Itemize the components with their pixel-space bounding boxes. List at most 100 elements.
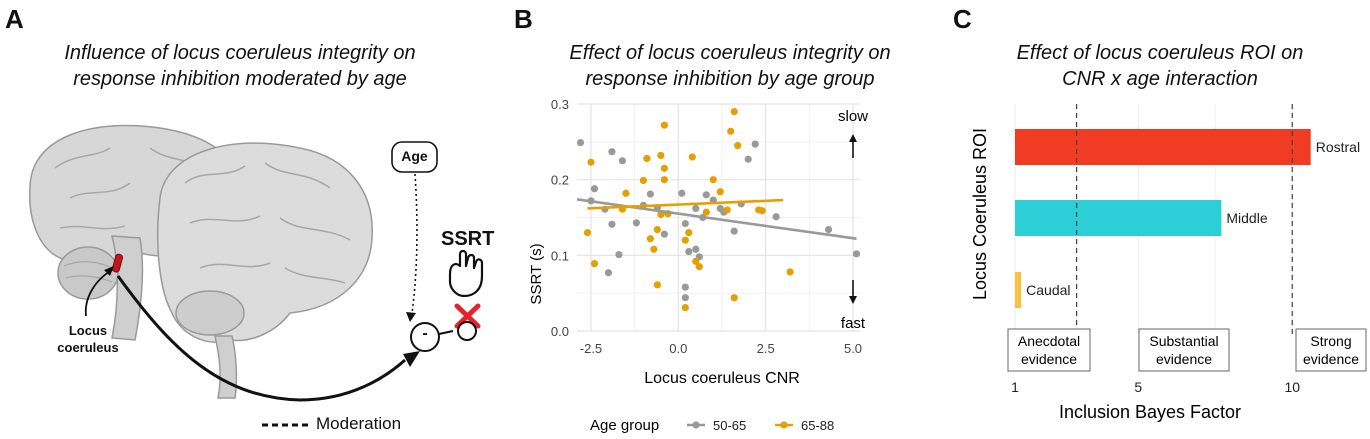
scatter-point <box>681 303 689 312</box>
scatter-point <box>618 157 627 165</box>
brain-illustration <box>29 124 484 402</box>
scatter-x-tick-label: 5.0 <box>844 341 862 356</box>
strong-line1: Strong <box>1310 333 1351 349</box>
locus-coeruleus-marker <box>111 253 124 273</box>
scatter-point <box>692 245 700 253</box>
panel-b-letter: B <box>514 4 533 34</box>
lc-label-line1: Locus <box>68 323 108 338</box>
scatter-point <box>660 164 668 172</box>
scatter-point <box>653 226 661 234</box>
scatter-point <box>608 148 616 156</box>
anecdotal-line1: Anecdotal <box>1018 333 1080 349</box>
fast-label: fast <box>841 315 866 332</box>
legend-entry: 50-65 <box>713 418 746 433</box>
scatter-point <box>660 176 668 184</box>
bar-label: Rostral <box>1316 139 1360 155</box>
scatter-point <box>646 190 654 198</box>
strong-line2: evidence <box>1303 351 1359 367</box>
hand-stop-icon <box>448 249 484 298</box>
minus-label: - <box>422 325 428 342</box>
substantial-line2: evidence <box>1156 351 1212 367</box>
response-button <box>457 321 477 341</box>
scatter-y-tick-label: 0.3 <box>551 97 569 112</box>
scatter-point <box>852 250 861 258</box>
scatter-point <box>587 158 595 166</box>
strong-evidence-box: Strong evidence <box>1295 328 1367 372</box>
panel-a-title-line2: response inhibition moderated by age <box>73 68 407 90</box>
bar <box>1015 129 1311 165</box>
panel-c-title: Effect of locus coeruleus ROI on CNR x a… <box>960 40 1360 92</box>
fast-arrow-icon <box>849 280 857 304</box>
scatter-point <box>702 208 710 216</box>
scatter-x-tick-label: 0.0 <box>669 341 687 356</box>
bar <box>1015 272 1022 308</box>
scatter-point <box>685 229 693 237</box>
panel-b-title: Effect of locus coeruleus integrity on r… <box>520 40 940 92</box>
panel-c-letter: C <box>953 4 972 34</box>
scatter-point <box>622 189 630 197</box>
cerebellum-right <box>175 290 245 336</box>
scatter-point <box>590 185 599 193</box>
substantial-evidence-box: Substantial evidence <box>1138 328 1230 372</box>
legend-entry: 65-88 <box>801 418 834 433</box>
scatter-y-tick-label: 0.0 <box>551 324 569 339</box>
scatter-point <box>604 269 613 277</box>
scatter-point <box>772 213 780 221</box>
anecdotal-line2: evidence <box>1021 351 1077 367</box>
scatter-point <box>650 245 658 253</box>
scatter-y-tick-label: 0.2 <box>551 173 569 188</box>
scatter-point <box>590 260 599 268</box>
scatter-point <box>824 226 833 234</box>
bars-x-axis-label: Inclusion Bayes Factor <box>1059 402 1241 422</box>
trend-line <box>587 198 784 210</box>
ssrt-label: SSRT <box>441 228 495 250</box>
bayes-factor-chart: Rostral Middle Caudal 1 5 10 Locus Coeruleus… <box>970 104 1367 422</box>
slow-label: slow <box>838 108 868 125</box>
scatter-point <box>734 142 742 150</box>
scatter-point <box>643 154 651 163</box>
scatter-point <box>723 206 731 214</box>
scatter-point <box>751 140 759 148</box>
scatter-point <box>653 281 661 289</box>
age-label: Age <box>401 148 428 164</box>
scatter-point <box>660 121 668 129</box>
cross-icon <box>454 303 481 329</box>
scatter-point <box>615 250 623 259</box>
panel-a-title-line1: Influence of locus coeruleus integrity o… <box>64 42 416 64</box>
panel-c-title-line2: CNR x age interaction <box>1062 68 1258 90</box>
panel-a-title: Influence of locus coeruleus integrity o… <box>20 40 460 92</box>
scatter-point <box>576 138 585 147</box>
bars-y-axis-label: Locus Coeruleus ROI <box>970 128 990 300</box>
scatter-point <box>688 153 696 161</box>
scatter-point <box>727 127 735 135</box>
legend-key-point <box>780 421 788 429</box>
legend-title: Age group <box>590 417 659 434</box>
panel-b-title-line1: Effect of locus coeruleus integrity on <box>569 42 891 64</box>
lc-label-line2: coeruleus <box>57 340 119 355</box>
substantial-line1: Substantial <box>1149 333 1218 349</box>
scatter-point <box>632 219 640 227</box>
scatter-point <box>702 191 710 199</box>
scatter-x-axis-label: Locus coeruleus CNR <box>644 370 800 387</box>
minus-node <box>410 322 440 352</box>
scatter-y-axis-label: SSRT (s) <box>528 243 545 304</box>
moderation-dotted-line <box>411 173 418 314</box>
scatter-point <box>681 283 689 291</box>
scatter-point <box>681 294 689 302</box>
scatter-x-tick-label: 2.5 <box>757 341 775 356</box>
scatter-point <box>692 257 700 265</box>
scatter-chart: 0.0 0.1 0.2 0.3 -2.5 0.0 2.5 5.0 SSRT (s) Locus… <box>528 97 868 434</box>
bar <box>1015 200 1222 236</box>
lc-to-ssrt-arrow <box>116 275 407 402</box>
scatter-point <box>685 247 693 256</box>
scatter-point <box>660 230 668 238</box>
scatter-point <box>709 176 717 184</box>
panel-a-letter: A <box>5 4 24 34</box>
scatter-point <box>744 155 752 163</box>
scatter-point <box>692 204 700 213</box>
bars-x-tick-label: 10 <box>1284 379 1300 395</box>
panel-b-title-line2: response inhibition by age group <box>585 68 875 90</box>
bars-x-tick-label: 5 <box>1134 379 1142 395</box>
scatter-point <box>730 107 738 116</box>
age-box <box>391 141 438 173</box>
